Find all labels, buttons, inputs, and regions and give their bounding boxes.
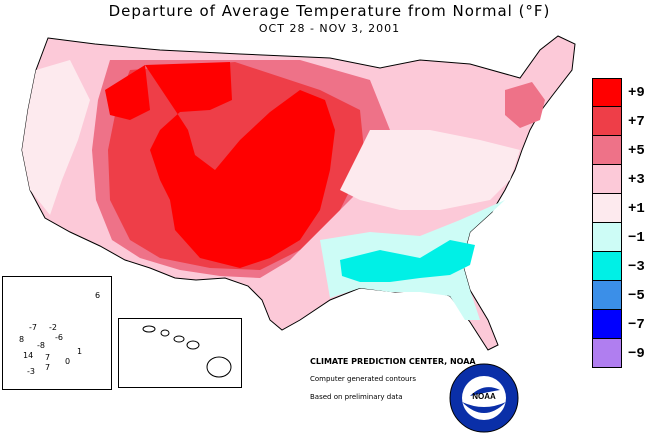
legend-label: −3 — [628, 259, 645, 275]
legend-swatch — [592, 252, 622, 281]
hawaii-inset — [118, 318, 242, 388]
alaska-value: -7 — [29, 323, 37, 332]
contour-note: Computer generated contours — [310, 375, 416, 383]
legend-swatch — [592, 310, 622, 339]
legend-row: −7 — [592, 310, 654, 339]
plus5-ne — [505, 82, 545, 128]
color-legend: +9 +7 +5 +3 +1 −1 −3 −5 −7 −9 — [592, 78, 654, 368]
minus3-zone — [340, 240, 475, 282]
legend-label: +1 — [628, 201, 645, 217]
alaska-value: 7 — [45, 353, 51, 362]
west-coast-zone — [22, 60, 90, 215]
noaa-logo-text: NOAA — [472, 392, 496, 401]
legend-swatch — [592, 223, 622, 252]
legend-row: +3 — [592, 165, 654, 194]
alaska-inset: 6 -7 -2 -6 8 -8 1 14 7 0 -3 7 — [2, 276, 112, 390]
date-range: OCT 28 - NOV 3, 2001 — [258, 22, 401, 35]
legend-row: +1 — [592, 194, 654, 223]
data-note: Based on preliminary data — [310, 393, 403, 401]
plus9-zone — [145, 62, 335, 268]
alaska-value: 1 — [77, 347, 83, 356]
alaska-value: 8 — [19, 335, 25, 344]
alaska-value: -8 — [37, 341, 45, 350]
alaska-value: 7 — [45, 363, 51, 372]
legend-label: +7 — [628, 114, 645, 130]
credit-text: CLIMATE PREDICTION CENTER, NOAA — [310, 357, 476, 366]
alaska-value: 0 — [65, 357, 71, 366]
legend-row: −9 — [592, 339, 654, 368]
alaska-value: -3 — [27, 367, 35, 376]
alaska-value: -6 — [55, 333, 63, 342]
legend-swatch — [592, 107, 622, 136]
legend-label: −9 — [628, 346, 645, 362]
alaska-value: 6 — [95, 291, 101, 300]
legend-label: −1 — [628, 230, 645, 246]
legend-row: +9 — [592, 78, 654, 107]
legend-row: −3 — [592, 252, 654, 281]
alaska-value: -2 — [49, 323, 57, 332]
legend-swatch — [592, 194, 622, 223]
legend-label: −5 — [628, 288, 645, 304]
noaa-logo: NOAA — [449, 363, 519, 433]
hawaii-islands — [142, 325, 232, 378]
legend-swatch — [592, 78, 622, 107]
legend-swatch — [592, 281, 622, 310]
legend-row: −1 — [592, 223, 654, 252]
legend-label: −7 — [628, 317, 645, 333]
alaska-value: 14 — [23, 351, 34, 360]
plus3-zone-east — [340, 130, 520, 210]
legend-swatch — [592, 136, 622, 165]
legend-row: −5 — [592, 281, 654, 310]
legend-swatch — [592, 339, 622, 368]
map-title: Departure of Average Temperature from No… — [108, 2, 551, 20]
legend-label: +9 — [628, 85, 645, 101]
legend-label: +3 — [628, 172, 645, 188]
legend-label: +5 — [628, 143, 645, 159]
legend-row: +5 — [592, 136, 654, 165]
plus9-zone-north — [105, 65, 150, 120]
legend-row: +7 — [592, 107, 654, 136]
legend-swatch — [592, 165, 622, 194]
